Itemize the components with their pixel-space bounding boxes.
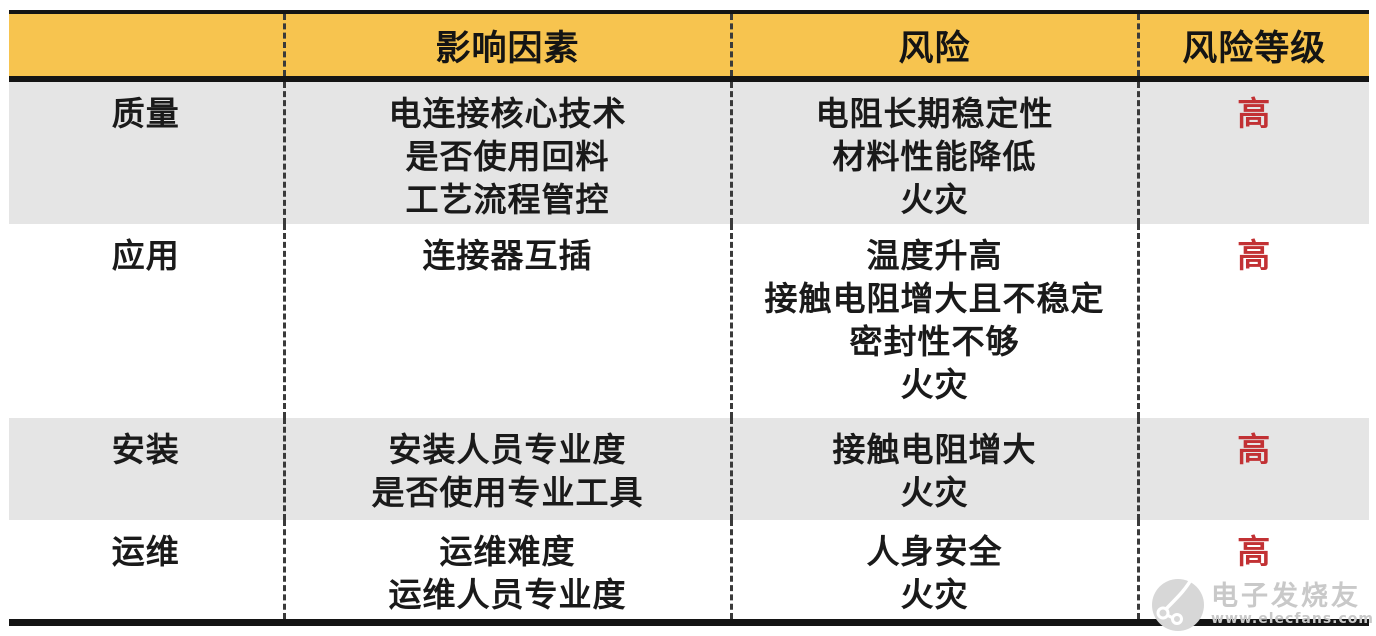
table-row-installation: 安装 安装人员专业度 是否使用专业工具 接触电阻增大 火灾 高	[9, 418, 1369, 520]
table-header-row: 影响因素 风险 风险等级	[9, 12, 1369, 82]
cell-factors: 安装人员专业度 是否使用专业工具	[284, 418, 733, 520]
cell-factors: 运维难度 运维人员专业度	[284, 520, 733, 622]
risk-table: 影响因素 风险 风险等级 质量 电连接核心技术 是否使用回料 工艺流程管控 电阻…	[9, 10, 1369, 626]
cell-risks: 人身安全 火灾	[731, 520, 1140, 622]
cell-category: 质量	[9, 79, 286, 224]
cell-risk-level: 高	[1237, 532, 1272, 571]
elecfans-logo-icon	[1149, 574, 1207, 636]
cell-risk-level: 高	[1237, 236, 1272, 275]
cell-risk-level: 高	[1138, 418, 1369, 520]
cell-risks: 电阻长期稳定性 材料性能降低 火灾	[731, 79, 1140, 224]
header-factors: 影响因素	[284, 12, 733, 82]
cell-factors: 电连接核心技术 是否使用回料 工艺流程管控	[284, 79, 733, 224]
watermark-site-url: www.elecfans.com	[1211, 611, 1374, 627]
table-row-application: 应用 连接器互插 温度升高 接触电阻增大且不稳定 密封性不够 火灾 高	[9, 224, 1369, 418]
cell-category: 应用	[9, 224, 286, 418]
watermark-site-name: 电子发烧友	[1211, 581, 1362, 612]
cell-category: 运维	[9, 520, 286, 622]
table-row-quality: 质量 电连接核心技术 是否使用回料 工艺流程管控 电阻长期稳定性 材料性能降低 …	[9, 79, 1369, 224]
header-risks: 风险	[731, 12, 1140, 82]
cell-category: 安装	[9, 418, 286, 520]
cell-risks: 接触电阻增大 火灾	[731, 418, 1140, 520]
cell-risks: 温度升高 接触电阻增大且不稳定 密封性不够 火灾	[731, 224, 1140, 418]
cell-risk-level: 高	[1138, 79, 1369, 224]
header-category	[9, 12, 286, 82]
header-risk-level: 风险等级	[1138, 12, 1369, 82]
table-row-maintenance: 运维 运维难度 运维人员专业度 人身安全 火灾 高	[9, 520, 1369, 622]
watermark: 电子发烧友 www.elecfans.com	[1149, 574, 1374, 636]
cell-factors: 连接器互插	[284, 224, 733, 418]
